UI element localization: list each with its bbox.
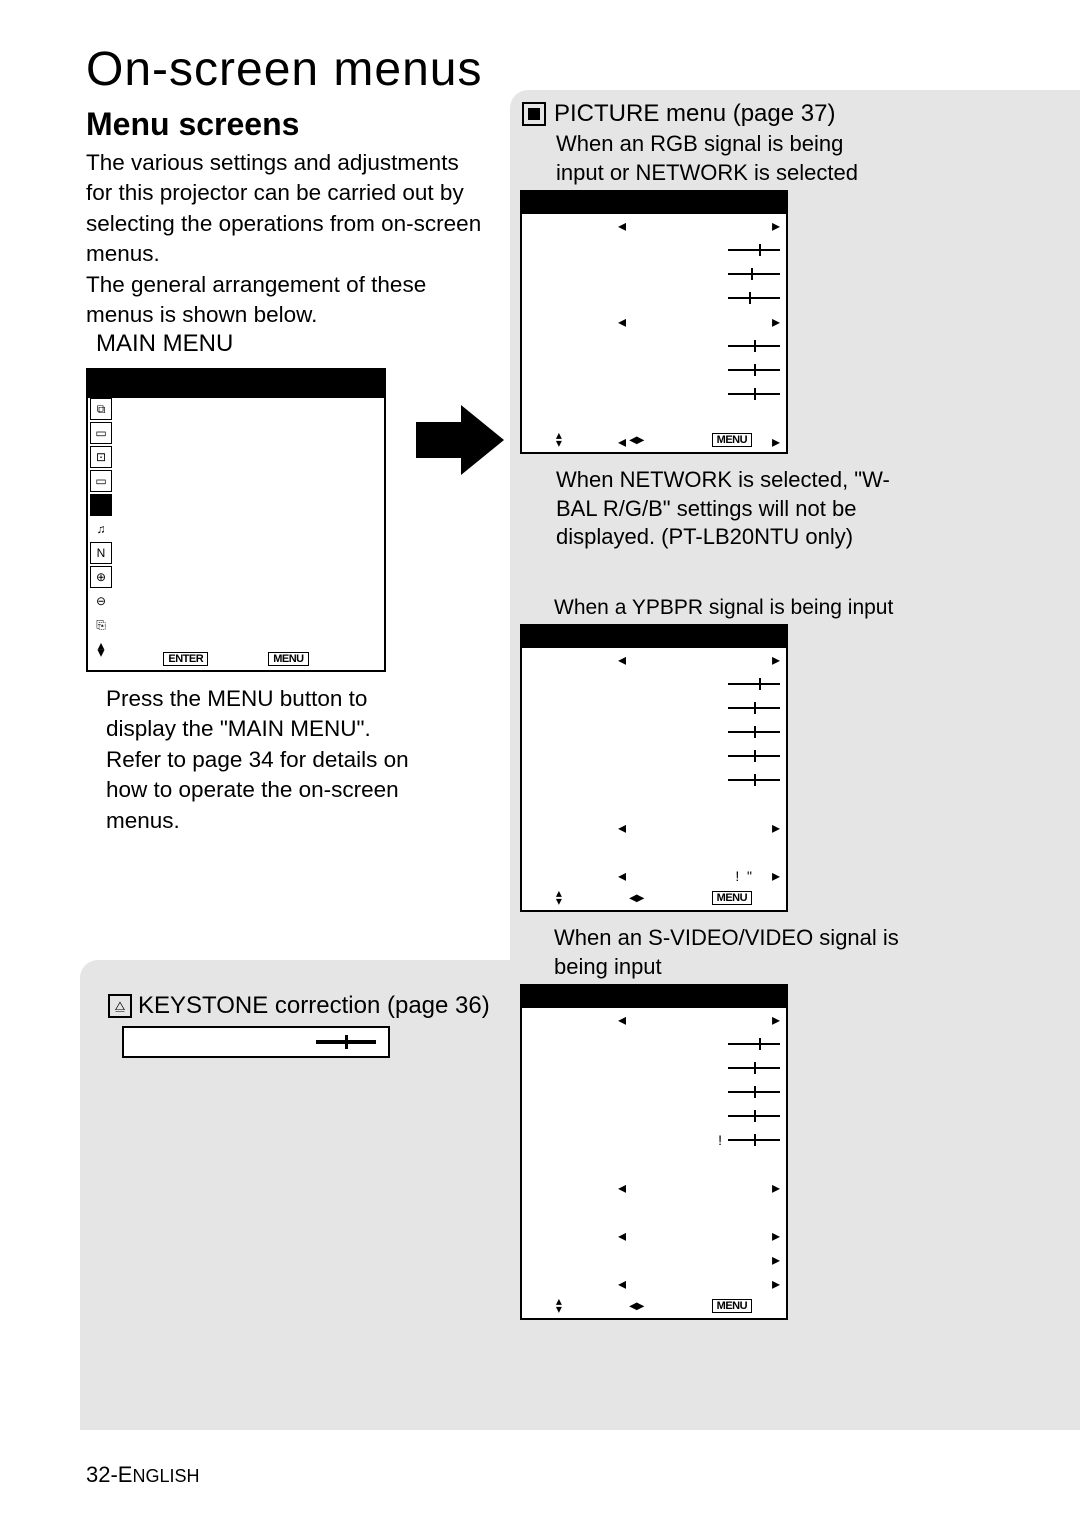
slider	[728, 362, 780, 378]
updown-icon: ▴▾	[556, 432, 562, 446]
slider	[728, 772, 780, 788]
slider	[728, 724, 780, 740]
picture-settings-box-svideo: ◂▸ ! ◂▸ ◂▸ ▸ ◂▸ ▴▾ ◂▸ MENU	[520, 984, 788, 1320]
sb-header	[522, 192, 786, 214]
picture-settings-box-ypbpr: ◂▸ ◂▸ ◂! "▸ ▴▾ ◂▸ MENU	[520, 624, 788, 912]
menu-button-label: MENU	[268, 652, 308, 666]
main-menu-icons: ⧉ ▭ ⊡ ▭ ♫ N ⊕ ⊖ ⎘ ▴▾	[90, 398, 114, 662]
main-menu-box: ⧉ ▭ ⊡ ▭ ♫ N ⊕ ⊖ ⎘ ▴▾ ENTER MENU	[86, 368, 386, 672]
menu-icon: ♫	[90, 518, 112, 540]
enter-button-label: ENTER	[163, 652, 208, 666]
menu-icon: ⎘	[90, 614, 112, 636]
slider	[728, 700, 780, 716]
keystone-icon: ⧋	[108, 994, 132, 1018]
slider	[728, 1060, 780, 1076]
keystone-label: ⧋ KEYSTONE correction (page 36)	[108, 992, 490, 1020]
keystone-text: KEYSTONE correction (page 36)	[138, 992, 490, 1020]
slider	[728, 386, 780, 402]
picture-menu-title: PICTURE menu (page 37)	[522, 100, 835, 128]
footer-lang-first: E	[118, 1462, 133, 1487]
menu-icon	[90, 494, 112, 516]
keystone-bar	[122, 1026, 390, 1058]
slider	[728, 1108, 780, 1124]
slider	[728, 676, 780, 692]
slider	[728, 1036, 780, 1052]
menu-icon: ⊖	[90, 590, 112, 612]
section-subtitle: Menu screens	[86, 106, 299, 143]
sb-header	[522, 986, 786, 1008]
keystone-slider	[316, 1034, 376, 1050]
main-menu-label: MAIN MENU	[96, 330, 233, 358]
picture-menu-label: PICTURE menu (page 37)	[554, 100, 835, 128]
slider	[728, 242, 780, 258]
picture-settings-box-rgb: ◂▸ ◂▸ ◂▸ ▴▾ ◂▸ MENU	[520, 190, 788, 454]
leftright-icon: ◂▸	[630, 1297, 644, 1314]
note-network: When NETWORK is selected, "W-BAL R/G/B" …	[556, 466, 926, 552]
slider	[728, 748, 780, 764]
press-menu-text: Press the MENU button to display the "MA…	[106, 684, 426, 836]
intro-p1: The various settings and adjustments for…	[86, 150, 481, 266]
menu-button-label: MENU	[712, 1299, 752, 1313]
note-rgb: When an RGB signal is being input or NET…	[556, 130, 896, 187]
slider	[728, 338, 780, 354]
note-ypbpr: When a YPBPR signal is being input	[554, 594, 954, 621]
menu-icon: ⊕	[90, 566, 112, 588]
menu-button-label: MENU	[712, 433, 752, 447]
menu-icon: N	[90, 542, 112, 564]
menu-icon: ⊡	[90, 446, 112, 468]
menu-button-label: MENU	[712, 891, 752, 905]
sb-footer: ▴▾ ◂▸ MENU	[522, 889, 786, 906]
slider	[728, 266, 780, 282]
main-menu-footer: ENTER MENU	[88, 652, 384, 666]
picture-icon	[522, 102, 546, 126]
intro-p2: The general arrangement of these menus i…	[86, 272, 426, 327]
menu-icon: ▭	[90, 470, 112, 492]
leftright-icon: ◂▸	[630, 431, 644, 448]
leftright-icon: ◂▸	[630, 889, 644, 906]
updown-icon: ▴▾	[556, 1298, 562, 1312]
page-title: On-screen menus	[86, 42, 483, 97]
sb-footer: ▴▾ ◂▸ MENU	[522, 431, 786, 448]
footer-page: 32-	[86, 1462, 118, 1487]
updown-icon: ▴▾	[556, 890, 562, 904]
slider	[728, 290, 780, 306]
menu-icon: ⧉	[90, 398, 112, 420]
slider	[728, 1132, 780, 1148]
arrow-right-icon	[416, 400, 506, 480]
main-menu-header	[88, 370, 384, 398]
menu-icon: ▭	[90, 422, 112, 444]
sb-header	[522, 626, 786, 648]
page-footer: 32-ENGLISH	[86, 1462, 200, 1488]
exclaim: !	[718, 1132, 722, 1148]
sb-footer: ▴▾ ◂▸ MENU	[522, 1297, 786, 1314]
exclaim: ! "	[735, 868, 752, 884]
slider	[728, 1084, 780, 1100]
intro-text: The various settings and adjustments for…	[86, 148, 486, 330]
note-svideo: When an S-VIDEO/VIDEO signal is being in…	[554, 924, 904, 981]
footer-lang-rest: NGLISH	[132, 1466, 199, 1486]
